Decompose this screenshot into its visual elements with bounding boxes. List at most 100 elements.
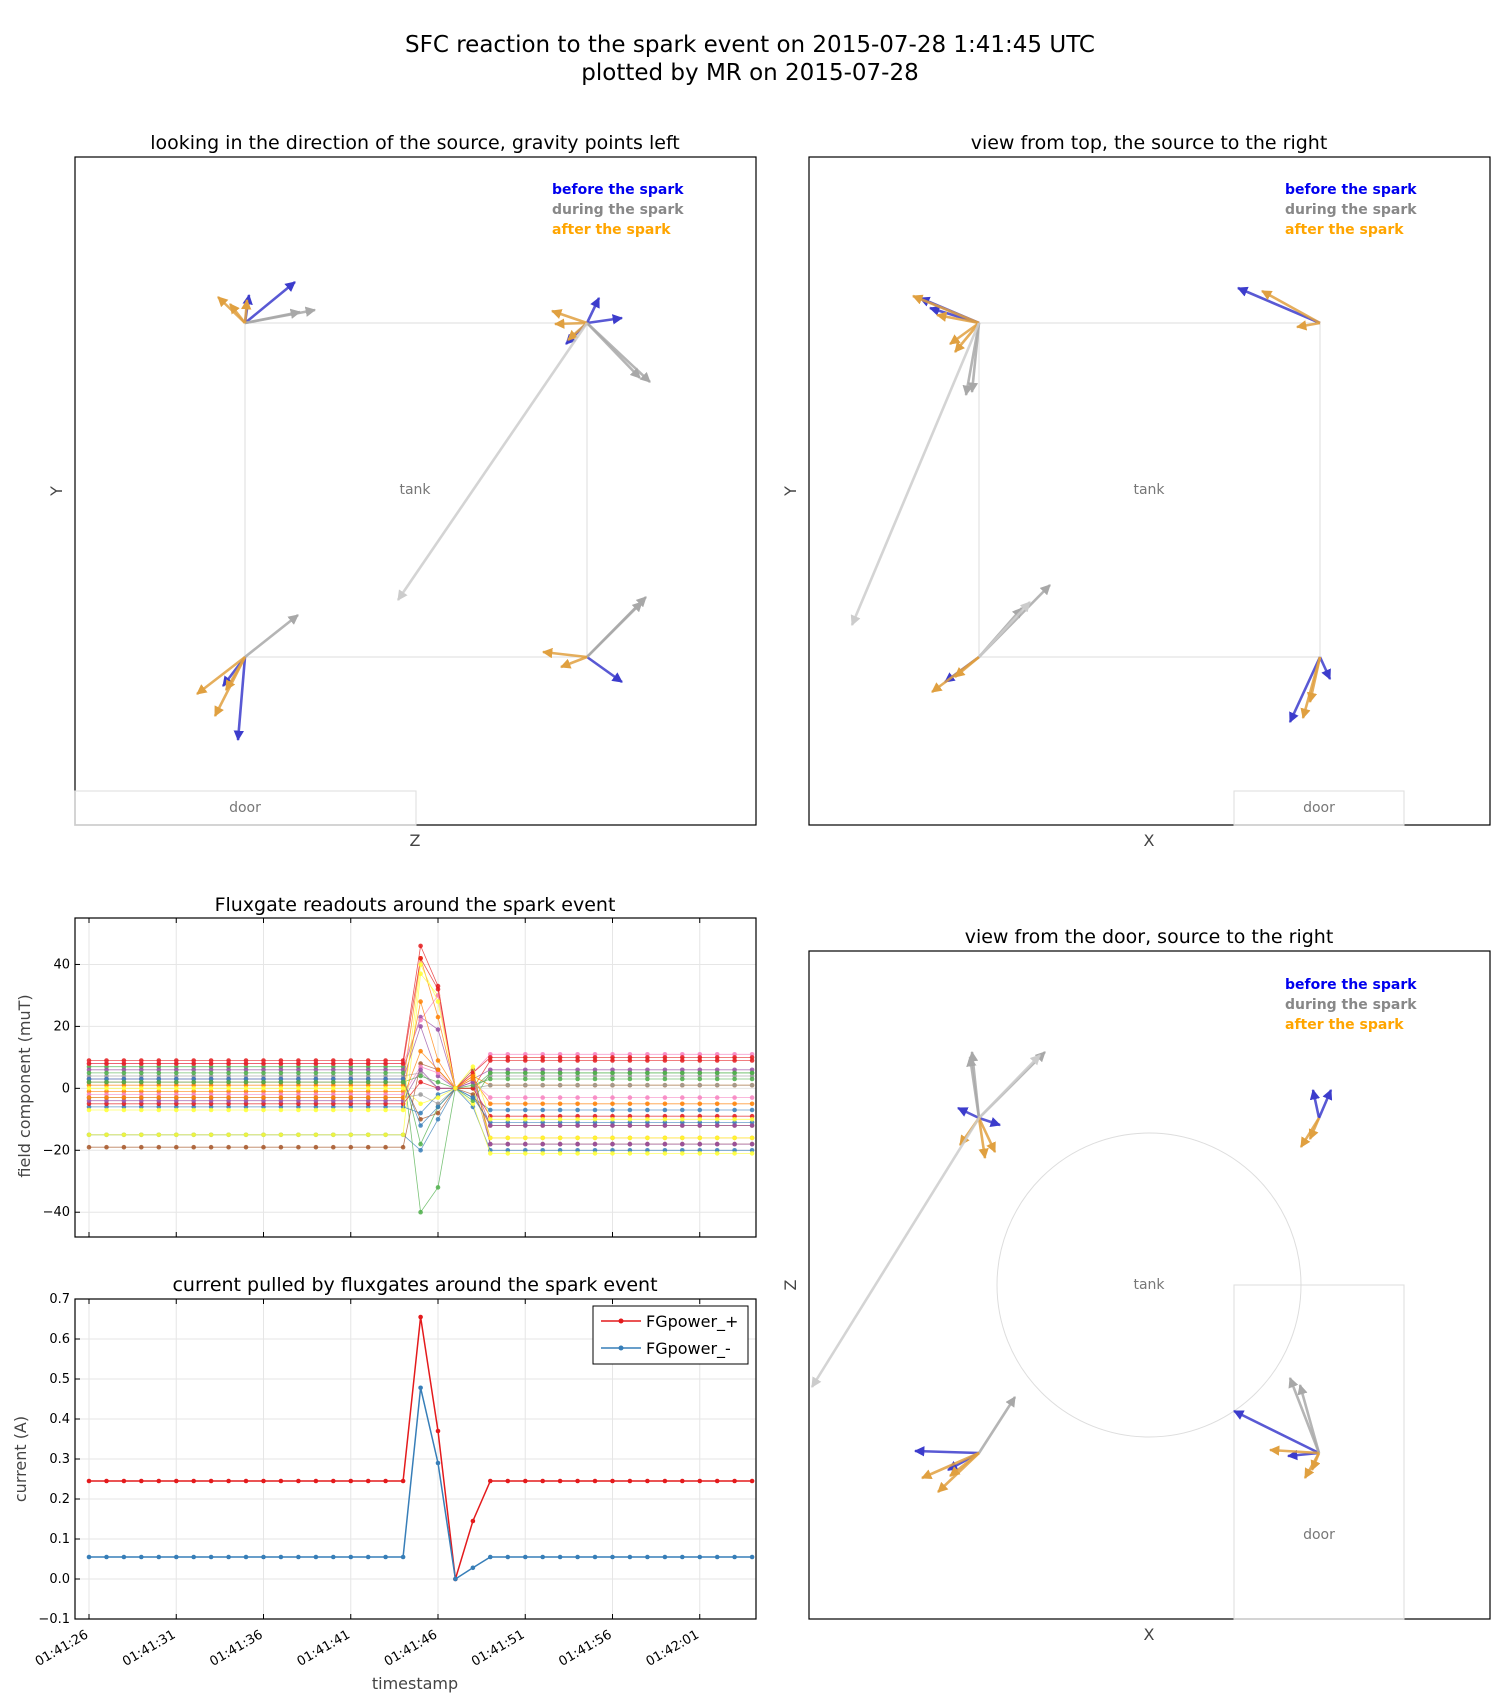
- flux-point-9-28: [575, 1055, 580, 1060]
- current-chart-frame: [74, 1298, 757, 1620]
- flux-point-19-22: [470, 1095, 476, 1100]
- flux-point-20-16: [365, 1079, 371, 1085]
- flux-point-14-5: [174, 1086, 179, 1091]
- current-point-0-2: [121, 1478, 127, 1484]
- current-point-0-15: [348, 1478, 354, 1484]
- flux-point-20-18: [400, 1079, 406, 1085]
- current-point-0-19: [418, 1314, 423, 1320]
- flux-point-15-20: [435, 1110, 441, 1116]
- flux-point-21-29: [592, 1123, 598, 1128]
- current-point-0-34: [680, 1478, 685, 1484]
- flux-point-9-6: [191, 1061, 196, 1066]
- flux-point-17-36: [714, 1082, 720, 1088]
- top-tank-box: [978, 322, 1321, 658]
- current-point-1-6: [191, 1554, 196, 1560]
- flux-point-5-14: [331, 1132, 336, 1138]
- flux-point-17-27: [557, 1082, 563, 1088]
- flux-point-23-38: [749, 1117, 755, 1122]
- flux-point-20-5: [174, 1079, 179, 1085]
- door-arrows-arrow-19: [949, 1451, 980, 1478]
- flux-point-9-5: [174, 1061, 179, 1066]
- flux-point-14-11: [278, 1086, 284, 1091]
- flux-point-20-36: [714, 1076, 720, 1082]
- flux-point-23-34: [680, 1117, 685, 1122]
- flux-point-16-25: [523, 1095, 528, 1100]
- flux-point-23-13: [313, 1107, 319, 1113]
- flux-point-20-20: [435, 1079, 441, 1085]
- flux-point-10-24: [505, 1107, 511, 1113]
- flux-point-10-32: [645, 1107, 650, 1113]
- flux-point-9-29: [592, 1055, 598, 1060]
- flux-point-20-1: [104, 1079, 109, 1085]
- door-door-label: door: [1303, 1527, 1335, 1543]
- flux-point-12-19: [418, 1024, 423, 1029]
- flux-point-10-31: [627, 1107, 633, 1113]
- flux-point-22-35: [697, 1101, 703, 1107]
- flux-point-20-10: [261, 1079, 266, 1085]
- side-arrows-arrow-3: [244, 308, 302, 325]
- flux-point-20-15: [348, 1079, 354, 1085]
- top-arrows-arrow-14: [954, 656, 980, 678]
- flux-point-23-24: [505, 1117, 511, 1122]
- flux-point-16-29: [592, 1095, 598, 1100]
- flux-point-23-25: [523, 1117, 528, 1122]
- flux-point-5-10: [261, 1132, 266, 1138]
- flux-point-23-26: [540, 1117, 545, 1122]
- flux-point-9-15: [348, 1061, 354, 1066]
- flux-point-21-32: [645, 1123, 650, 1128]
- flux-point-16-30: [610, 1095, 615, 1100]
- flux-point-9-0: [86, 1061, 92, 1066]
- flux-point-5-6: [191, 1132, 196, 1138]
- flux-point-16-36: [714, 1095, 720, 1100]
- fluxgate-readouts-chart: Fluxgate readouts around the spark event…: [15, 894, 757, 1238]
- flux-point-22-23: [488, 1101, 493, 1107]
- flux-point-11-33: [662, 1070, 668, 1076]
- side-arrows-arrow-5: [228, 303, 247, 324]
- current-point-0-13: [313, 1478, 319, 1484]
- door-arrows-arrow-26: [1310, 1452, 1321, 1471]
- current-point-0-7: [208, 1478, 214, 1484]
- flux-point-5-24: [505, 1151, 511, 1156]
- flux-point-20-2: [121, 1079, 127, 1085]
- flux-point-9-12: [296, 1061, 301, 1066]
- flux-point-23-15: [348, 1107, 354, 1113]
- flux-point-12-25: [523, 1141, 528, 1147]
- side-arrows-arrow-13: [553, 318, 588, 329]
- flux-point-11-28: [575, 1070, 580, 1076]
- flux-point-16-37: [732, 1095, 737, 1100]
- flux-point-23-32: [645, 1117, 650, 1122]
- flux-point-6-0: [86, 1144, 92, 1150]
- flux-point-20-37: [732, 1076, 737, 1082]
- flux-point-20-14: [331, 1079, 336, 1085]
- flux-point-17-29: [592, 1082, 598, 1088]
- flux-point-22-36: [714, 1101, 720, 1107]
- top-door-label: door: [1303, 800, 1335, 816]
- flux-point-23-1: [104, 1107, 109, 1113]
- flux-point-12-31: [627, 1141, 633, 1147]
- door-arrows-arrow-20: [1233, 1409, 1320, 1455]
- flux-ticks-ytick-label-2: 0: [62, 1081, 70, 1096]
- flux-point-11-25: [523, 1070, 528, 1076]
- top-arrows-arrow-4: [953, 322, 981, 353]
- flux-point-5-28: [575, 1151, 580, 1156]
- flux-point-11-18: [400, 1070, 406, 1076]
- flux-point-12-37: [732, 1141, 737, 1147]
- flux-point-5-7: [208, 1132, 214, 1138]
- flux-point-5-34: [680, 1151, 685, 1156]
- flux-point-14-10: [261, 1086, 266, 1091]
- flux-point-12-34: [680, 1141, 685, 1147]
- flux-point-14-18: [400, 1086, 406, 1091]
- current-point-0-11: [278, 1478, 284, 1484]
- flux-point-5-15: [348, 1132, 354, 1138]
- flux-ticks-ytick-label-0: −40: [43, 1205, 70, 1220]
- current-point-1-15: [348, 1554, 354, 1560]
- current-point-0-27: [557, 1478, 563, 1484]
- door-xlabel: X: [1144, 1625, 1155, 1644]
- current-point-1-29: [592, 1554, 598, 1560]
- top-legend-after: after the spark: [1285, 222, 1404, 238]
- flux-point-5-29: [592, 1151, 598, 1156]
- top-arrows-arrow-9: [1237, 286, 1321, 325]
- side-arrows: [196, 280, 651, 742]
- flux-point-14-23: [488, 1135, 493, 1141]
- flux-point-2-19: [418, 1209, 423, 1215]
